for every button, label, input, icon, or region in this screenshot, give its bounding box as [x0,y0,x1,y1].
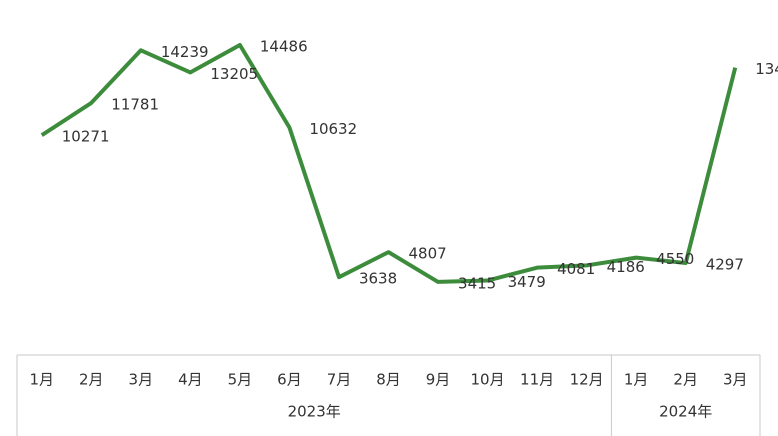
data-label: 3415 [458,274,496,292]
group-label: 2024年 [659,403,712,421]
x-tick-label: 1月 [624,371,649,389]
x-tick-label: 2月 [79,371,104,389]
x-tick-label: 5月 [228,371,253,389]
data-label: 4081 [557,260,595,278]
data-label: 3479 [508,273,546,291]
data-label: 10632 [309,120,357,138]
data-label: 11781 [111,95,159,113]
data-label: 4297 [706,256,744,274]
x-tick-label: 8月 [376,371,401,389]
x-tick-label: 4月 [178,371,203,389]
data-label: 3638 [359,270,397,288]
data-label: 4186 [607,258,645,276]
x-tick-label: 1月 [29,371,54,389]
data-label: 13205 [210,65,258,83]
data-label: 14239 [161,43,209,61]
x-tick-label: 3月 [723,371,748,389]
x-tick-label: 3月 [129,371,154,389]
data-label: 14486 [260,38,308,56]
data-label: 4807 [409,245,447,263]
group-label: 2023年 [288,403,341,421]
data-label: 4550 [656,250,694,268]
x-tick-label: 10月 [471,371,505,389]
x-tick-label: 12月 [570,371,604,389]
data-label: 10271 [62,128,110,146]
data-label: 13429 [755,60,778,78]
x-tick-label: 6月 [277,371,302,389]
x-tick-label: 9月 [426,371,451,389]
line [40,43,738,284]
x-tick-label: 2月 [673,371,698,389]
x-tick-label: 11月 [520,371,554,389]
x-tick-label: 7月 [327,371,352,389]
